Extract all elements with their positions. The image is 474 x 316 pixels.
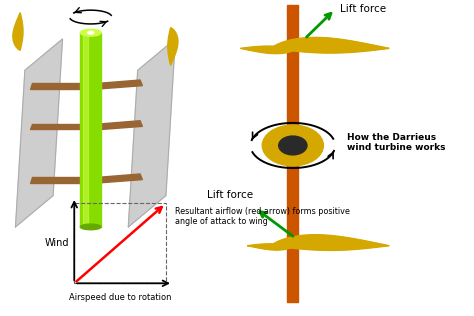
Polygon shape [29, 124, 81, 130]
Bar [81, 33, 101, 227]
Polygon shape [16, 39, 63, 227]
Bar [74, 204, 166, 283]
Ellipse shape [81, 224, 101, 230]
Ellipse shape [81, 29, 101, 36]
Circle shape [262, 125, 323, 166]
Text: Resultant airflow (red arrow) forms positive
angle of attack to wing: Resultant airflow (red arrow) forms posi… [175, 207, 350, 226]
Polygon shape [272, 235, 389, 250]
Circle shape [279, 136, 307, 155]
Polygon shape [29, 83, 81, 89]
Polygon shape [13, 13, 23, 50]
Polygon shape [272, 37, 389, 53]
Polygon shape [101, 121, 142, 130]
Polygon shape [101, 174, 142, 183]
Polygon shape [168, 28, 178, 65]
Ellipse shape [88, 31, 94, 34]
Polygon shape [128, 39, 175, 227]
Polygon shape [29, 177, 81, 183]
Text: How the Darrieus
wind turbine works: How the Darrieus wind turbine works [347, 133, 446, 152]
Bar [82, 33, 88, 227]
Polygon shape [287, 4, 299, 302]
Polygon shape [101, 80, 142, 89]
Polygon shape [240, 46, 297, 54]
Polygon shape [247, 244, 294, 250]
Text: Lift force: Lift force [340, 4, 386, 14]
Text: Airspeed due to rotation: Airspeed due to rotation [69, 293, 171, 302]
Text: Wind: Wind [45, 238, 70, 248]
Text: Lift force: Lift force [207, 190, 253, 200]
